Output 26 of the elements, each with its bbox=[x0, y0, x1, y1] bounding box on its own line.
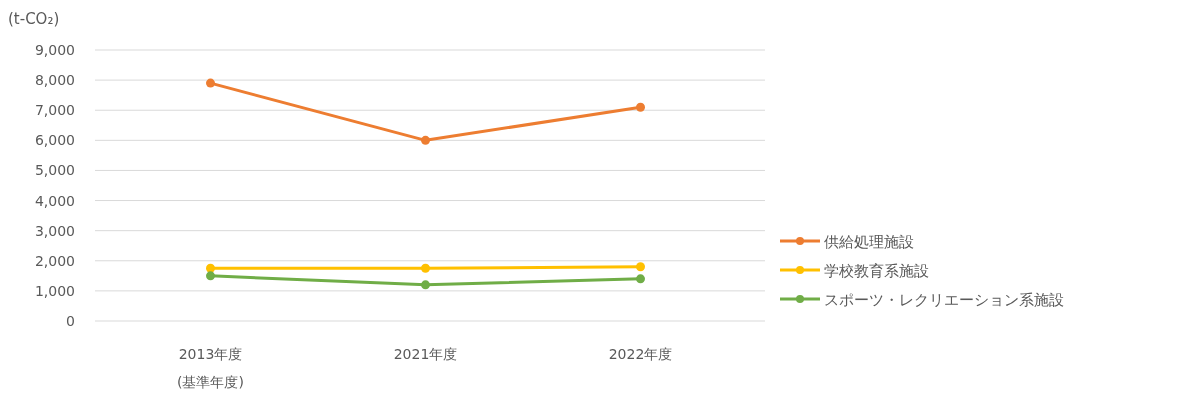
y-tick-label: 2,000 bbox=[34, 252, 75, 269]
point bbox=[421, 135, 430, 145]
point bbox=[636, 102, 645, 112]
point bbox=[421, 280, 430, 290]
y-tick-label: 8,000 bbox=[34, 72, 75, 89]
y-tick-label: 3,000 bbox=[34, 222, 75, 239]
y-tick-label: 0 bbox=[66, 313, 75, 329]
y-axis-title: (t-CO₂) bbox=[8, 10, 60, 28]
legend-label: 学校教育系施設 bbox=[824, 262, 929, 280]
y-tick-label: 4,000 bbox=[34, 192, 75, 209]
y-tick-label: 1,000 bbox=[34, 282, 75, 299]
y-tick-label: 5,000 bbox=[34, 162, 75, 179]
point bbox=[206, 78, 215, 88]
y-tick-label: 9,000 bbox=[34, 42, 75, 58]
legend-label: 供給処理施設 bbox=[824, 233, 914, 251]
legend-label: スポーツ・レクリエーション系施設 bbox=[824, 291, 1064, 309]
point bbox=[206, 271, 215, 281]
x-tick-label: 2013年度 (基準年度) bbox=[177, 346, 244, 390]
x-tick-label: 2022年度 bbox=[608, 346, 673, 362]
y-tick-label: 6,000 bbox=[34, 132, 75, 149]
x-tick-label: 2021年度 bbox=[393, 346, 458, 362]
point bbox=[636, 262, 645, 272]
y-tick-label: 7,000 bbox=[34, 102, 75, 119]
point bbox=[206, 263, 215, 273]
point bbox=[421, 263, 430, 273]
point bbox=[636, 274, 645, 284]
